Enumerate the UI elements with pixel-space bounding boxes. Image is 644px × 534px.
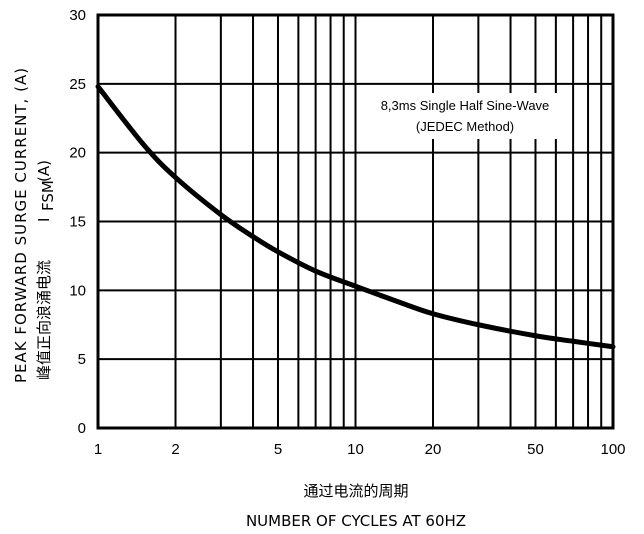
y-axis-unit: (A) bbox=[35, 160, 53, 182]
annotation-line-1: 8,3ms Single Half Sine-Wave bbox=[381, 98, 550, 113]
x-axis-label: NUMBER OF CYCLES AT 60HZ bbox=[246, 512, 466, 530]
annotation-background bbox=[368, 93, 564, 139]
y-axis-label: PEAK FORWARD SURGE CURRENT, (A) bbox=[12, 67, 30, 383]
annotation-line-2: (JEDEC Method) bbox=[416, 119, 514, 134]
x-tick-label: 50 bbox=[527, 441, 544, 458]
y-tick-label: 5 bbox=[78, 351, 86, 368]
y-tick-label: 15 bbox=[69, 214, 86, 231]
y-axis-symbol: I bbox=[35, 218, 53, 222]
x-tick-label: 5 bbox=[274, 441, 282, 458]
x-tick-label: 10 bbox=[347, 441, 364, 458]
y-tick-label: 10 bbox=[69, 282, 86, 299]
x-tick-label: 100 bbox=[600, 441, 625, 458]
series-line bbox=[95, 84, 616, 350]
y-axis-subscript: FSM bbox=[39, 180, 57, 211]
y-tick-label: 30 bbox=[69, 7, 86, 24]
y-tick-label: 25 bbox=[69, 76, 86, 93]
x-tick-label: 2 bbox=[171, 441, 179, 458]
x-tick-label: 20 bbox=[425, 441, 442, 458]
major-grid bbox=[98, 82, 613, 361]
y-tick-label: 0 bbox=[78, 420, 86, 437]
plot-frame bbox=[96, 13, 615, 430]
y-axis-label-cn: 峰值正向浪涌电流 bbox=[35, 260, 53, 380]
x-tick-label: 1 bbox=[94, 441, 102, 458]
series-layer bbox=[95, 84, 616, 350]
y-tick-label: 20 bbox=[69, 145, 86, 162]
x-axis-label-cn: 通过电流的周期 bbox=[303, 482, 408, 500]
